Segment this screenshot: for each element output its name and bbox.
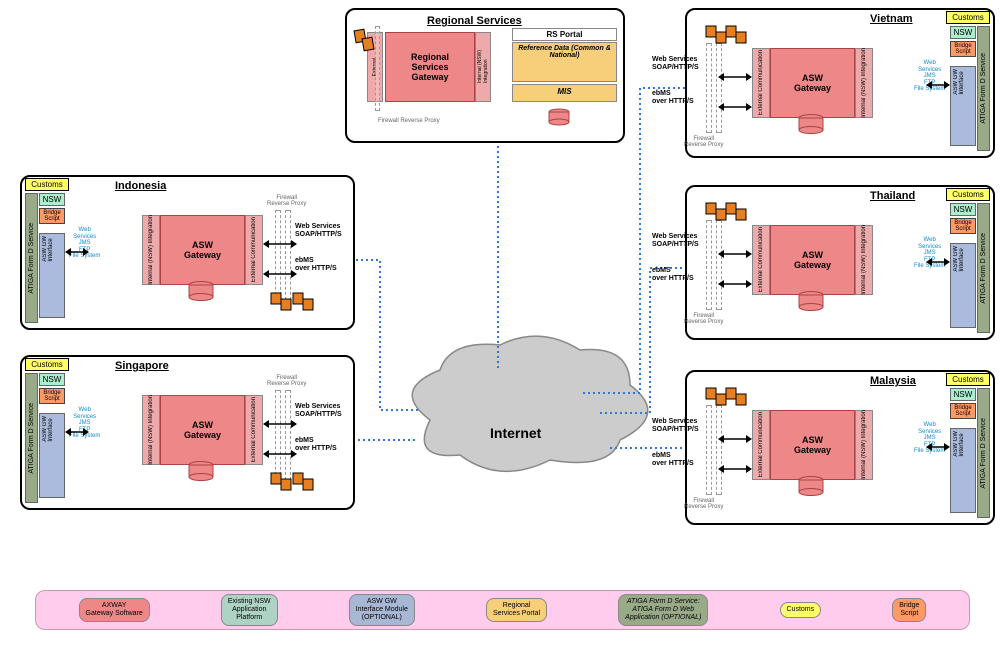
- asw-gateway: ASWGateway: [770, 48, 855, 118]
- customs-label: Customs: [25, 178, 69, 191]
- firewall-label: FirewallReverse Proxy: [684, 498, 723, 510]
- legend-item: Customs: [780, 602, 822, 618]
- legend-item: BridgeScript: [892, 598, 926, 621]
- proto-top: Web ServicesSOAP/HTTP/S: [652, 418, 699, 433]
- rs-portal-title: RS Portal: [512, 28, 617, 41]
- atiga-bar: ATIGA Form D Service: [977, 388, 990, 518]
- external-bar: External Communication: [752, 225, 770, 295]
- customs-label: Customs: [946, 373, 990, 386]
- gw-interface: ASW GWInterface: [39, 233, 65, 318]
- proto-bot: ebMSover HTTP/S: [295, 257, 337, 272]
- external-bar: External Communication: [245, 215, 263, 285]
- firewall-label: FirewallReverse Proxy: [267, 375, 306, 387]
- atiga-bar: ATIGA Form D Service: [25, 193, 38, 323]
- proto-top: Web ServicesSOAP/HTTP/S: [652, 233, 699, 248]
- atiga-bar: ATIGA Form D Service: [977, 26, 990, 151]
- regional-gateway-label: Regional Services Gateway: [411, 52, 449, 82]
- legend-item: ATIGA Form D Service:ATIGA Form D WebApp…: [618, 594, 708, 625]
- internal-bar: Internal (NSW) Integration: [855, 225, 873, 295]
- nsw-label: NSW: [39, 193, 65, 206]
- internal-bar: Internal (NSW) Integration: [855, 48, 873, 118]
- rs-portal-item-0: Reference Data (Common & National): [512, 42, 617, 82]
- firewall-label: FirewallReverse Proxy: [684, 136, 723, 148]
- external-bar: External Communication: [752, 48, 770, 118]
- bridge-label: BridgeScript: [950, 218, 976, 234]
- regional-internal-bar: Internal (NSW) Integration: [475, 32, 491, 102]
- bridge-label: BridgeScript: [950, 403, 976, 419]
- gw-interface: ASW GWInterface: [950, 243, 976, 328]
- regional-gateway: Regional Services Gateway: [385, 32, 475, 102]
- atiga-bar: ATIGA Form D Service: [977, 203, 990, 333]
- regional-brick-icon: [353, 28, 377, 58]
- proto-top: Web ServicesSOAP/HTTP/S: [652, 56, 699, 71]
- firewall-label: FirewallReverse Proxy: [267, 195, 306, 207]
- diagram-canvas: Internet Regional Services Regional Serv…: [0, 0, 1000, 647]
- external-bar: External Communication: [752, 410, 770, 480]
- nsw-label: NSW: [950, 26, 976, 39]
- asw-gateway: ASWGateway: [770, 410, 855, 480]
- rs-db-icon: [548, 108, 570, 126]
- customs-label: Customs: [25, 358, 69, 371]
- legend-item: RegionalServices Portal: [486, 598, 547, 621]
- atiga-bar: ATIGA Form D Service: [25, 373, 38, 503]
- country-title: Vietnam: [870, 13, 913, 25]
- regional-firewall-label: Firewall Reverse Proxy: [378, 118, 440, 124]
- country-title: Malaysia: [870, 375, 916, 387]
- legend: AXWAYGateway Software Existing NSWApplica…: [35, 590, 970, 630]
- nsw-label: NSW: [950, 203, 976, 216]
- asw-gateway: ASWGateway: [160, 395, 245, 465]
- regional-internal-label: Internal (NSW) Integration: [477, 50, 489, 83]
- bridge-label: BridgeScript: [39, 208, 65, 224]
- asw-gateway: ASWGateway: [160, 215, 245, 285]
- nsw-label: NSW: [950, 388, 976, 401]
- bridge-label: BridgeScript: [950, 41, 976, 57]
- internet-cloud: [412, 336, 648, 471]
- regional-title: Regional Services: [427, 15, 522, 27]
- proto-top: Web ServicesSOAP/HTTP/S: [295, 403, 342, 418]
- internal-bar: Internal (NSW) Integration: [142, 215, 160, 285]
- legend-item: AXWAYGateway Software: [79, 598, 150, 621]
- rs-portal-item-1: MIS: [512, 84, 617, 102]
- customs-label: Customs: [946, 188, 990, 201]
- nsw-label: NSW: [39, 373, 65, 386]
- internet-label: Internet: [490, 425, 541, 441]
- proto-bot: ebMSover HTTP/S: [652, 90, 694, 105]
- country-title: Singapore: [115, 360, 169, 372]
- country-title: Thailand: [870, 190, 915, 202]
- external-bar: External Communication: [245, 395, 263, 465]
- legend-item: Existing NSWApplicationPlatform: [221, 594, 278, 625]
- country-title: Indonesia: [115, 180, 166, 192]
- proto-bot: ebMSover HTTP/S: [295, 437, 337, 452]
- proto-bot: ebMSover HTTP/S: [652, 267, 694, 282]
- gw-interface: ASW GWInterface: [39, 413, 65, 498]
- bridge-label: BridgeScript: [39, 388, 65, 404]
- legend-item: ASW GWInterface Module(OPTIONAL): [349, 594, 415, 625]
- asw-gateway: ASWGateway: [770, 225, 855, 295]
- internal-bar: Internal (NSW) Integration: [142, 395, 160, 465]
- internal-bar: Internal (NSW) Integration: [855, 410, 873, 480]
- proto-bot: ebMSover HTTP/S: [652, 452, 694, 467]
- customs-label: Customs: [946, 11, 990, 24]
- gw-interface: ASW GWInterface: [950, 428, 976, 513]
- proto-top: Web ServicesSOAP/HTTP/S: [295, 223, 342, 238]
- firewall-label: FirewallReverse Proxy: [684, 313, 723, 325]
- gw-interface: ASW GWInterface: [950, 66, 976, 146]
